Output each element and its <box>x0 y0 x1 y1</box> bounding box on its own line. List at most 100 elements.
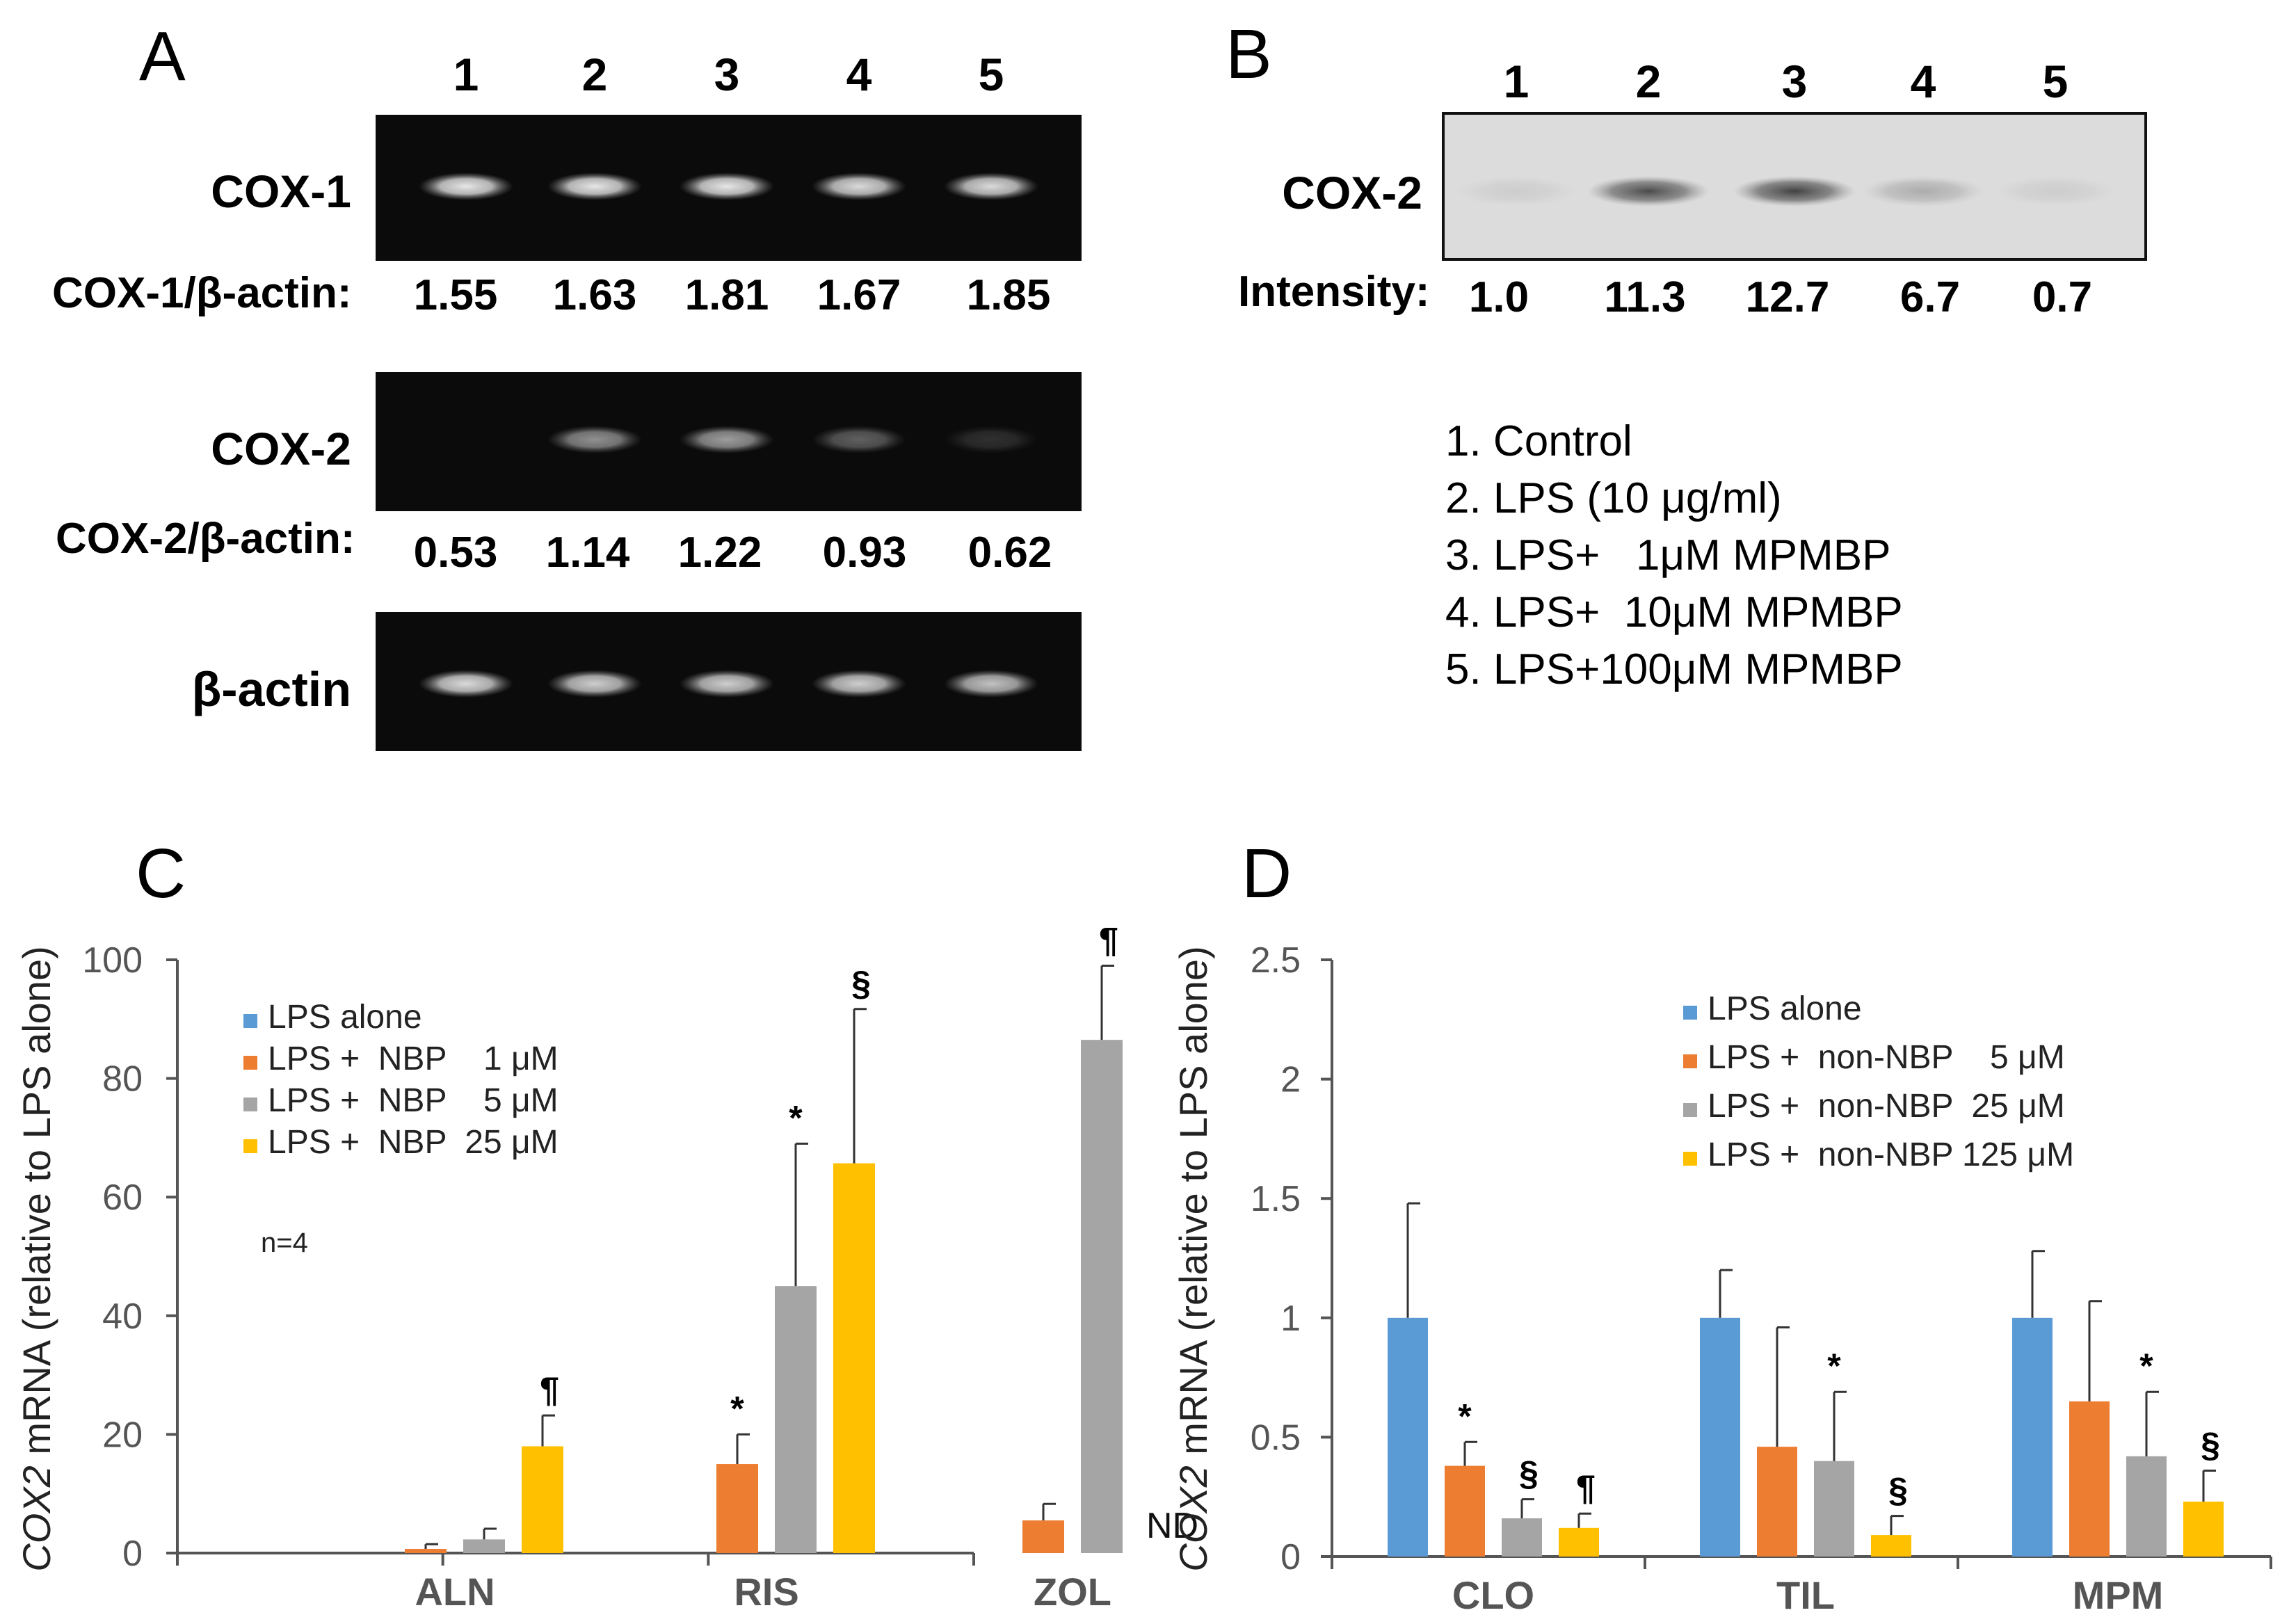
intensity-value: 6.7 <box>1900 273 1960 321</box>
x-category-label: RIS <box>734 1570 798 1614</box>
y-tick-label: 80 <box>102 1059 143 1100</box>
not-detected-label: ND <box>1146 1506 1198 1546</box>
intensity-values: 1.0 11.3 12.7 6.7 0.7 <box>1469 273 2092 321</box>
significance-mark: § <box>851 964 871 1003</box>
western-blot-label: COX-2 <box>1282 167 1422 218</box>
significance-mark: § <box>1888 1471 1908 1510</box>
legend-swatch <box>243 1056 257 1070</box>
blot-band <box>1862 176 1984 207</box>
lane-number: 3 <box>714 49 740 100</box>
gel-band <box>812 172 906 200</box>
y-axis-label-text: mRNA (relative to LPS alone) <box>15 946 58 1465</box>
significance-mark: § <box>2201 1425 2220 1464</box>
y-tick-label: 60 <box>102 1177 143 1218</box>
gel-band <box>812 670 906 698</box>
bar-mpm-series-0 <box>2012 1317 2053 1557</box>
legend-label: LPS + NBP 25 μM <box>268 1124 559 1161</box>
cox2-ratio-value: 0.53 <box>414 529 498 577</box>
significance-mark: * <box>789 1098 803 1137</box>
y-tick-label: 0 <box>122 1534 143 1574</box>
y-tick-label: 2.5 <box>1251 940 1301 981</box>
gel-band <box>944 426 1038 453</box>
intensity-value: 0.7 <box>2032 273 2092 321</box>
significance-mark: * <box>730 1389 744 1428</box>
gel-band <box>419 172 513 200</box>
chart-c: C COX2 mRNA (relative to LPS alone) 0 20 40 6… <box>15 835 1198 1614</box>
gel-band <box>812 426 906 453</box>
legend-line: 2. LPS (10 μg/ml) <box>1445 474 1782 522</box>
bar-til-series-2 <box>1814 1461 1854 1557</box>
bar-ris-series-1 <box>716 1464 758 1553</box>
legend-label: LPS + non-NBP 5 μM <box>1708 1039 2065 1076</box>
y-axis-label-italic: COX2 <box>15 1465 58 1572</box>
y-tick-label: 100 <box>82 940 143 981</box>
significance-mark: * <box>1458 1397 1472 1436</box>
panel-letter: C <box>136 835 186 913</box>
legend-label: LPS alone <box>1708 990 1862 1027</box>
intensity-label: Intensity: <box>1238 268 1430 316</box>
y-axis-label: COX2 mRNA (relative to LPS alone) <box>15 946 58 1571</box>
legend-line: 5. LPS+100μM MPMBP <box>1445 645 1903 693</box>
cox1-ratio-value: 1.55 <box>414 271 498 319</box>
panel-b-letter: B <box>1226 15 1272 93</box>
bar-aln-series-1 <box>405 1549 447 1553</box>
lane-number: 1 <box>1504 56 1529 107</box>
bar-clo-series-3 <box>1559 1527 1599 1557</box>
cox2-ratio-value: 1.14 <box>546 529 630 577</box>
legend-label: LPS + non-NBP 125 μM <box>1708 1136 2074 1173</box>
bar-zol-series-2 <box>1081 1040 1123 1553</box>
x-category-label: ALN <box>415 1570 495 1614</box>
gel-cox2-label: COX-2 <box>211 423 351 474</box>
cox2-ratio-value: 0.93 <box>823 529 907 577</box>
gel-actin-bands <box>419 670 1038 698</box>
y-axis-label: COX2 mRNA (relative to LPS alone) <box>1171 946 1215 1571</box>
intensity-value: 11.3 <box>1604 273 1685 321</box>
bar-clo-series-2 <box>1502 1518 1542 1557</box>
bar-aln-series-2 <box>463 1539 505 1553</box>
legend-label: LPS + non-NBP 25 μM <box>1708 1088 2065 1125</box>
legend-line: 3. LPS+ 1μM MPMBP <box>1445 531 1890 579</box>
y-tick-label: 1 <box>1280 1299 1301 1339</box>
bar-til-series-3 <box>1871 1535 1911 1557</box>
legend-line: 1. Control <box>1445 417 1632 465</box>
blot-band <box>1733 176 1856 207</box>
bar-clo-series-0 <box>1388 1317 1428 1557</box>
gel-cox2-bands <box>547 426 1038 453</box>
gel-band <box>547 670 642 698</box>
legend-swatch <box>243 1098 257 1111</box>
lane-number: 1 <box>453 49 479 100</box>
y-tick-label: 0 <box>1280 1537 1301 1577</box>
legend-swatch <box>1683 1152 1697 1166</box>
y-tick-label: 2 <box>1280 1060 1301 1100</box>
n-label: n=4 <box>261 1228 308 1258</box>
legend-label: LPS + NBP 1 μM <box>268 1040 559 1077</box>
significance-mark: ¶ <box>540 1370 559 1409</box>
blot-band <box>1455 176 1577 207</box>
panel-b-legend: 1. Control 2. LPS (10 μg/ml) 3. LPS+ 1μM M… <box>1445 417 1903 693</box>
bar-mpm-series-2 <box>2126 1456 2167 1557</box>
x-category-label: CLO <box>1452 1573 1534 1617</box>
y-tick-label: 1.5 <box>1251 1179 1301 1219</box>
panel-a-lane-numbers: 1 2 3 4 5 <box>453 49 1004 100</box>
cox1-ratio-value: 1.81 <box>685 271 769 319</box>
x-category-label: MPM <box>2073 1573 2164 1617</box>
lane-number: 2 <box>1636 56 1662 107</box>
cox2-ratios: 0.53 1.14 1.22 0.93 0.62 <box>414 529 1052 577</box>
x-category-label: TIL <box>1776 1573 1835 1617</box>
cox2-ratio-value: 1.22 <box>678 529 762 577</box>
gel-band <box>680 670 774 698</box>
y-tick-label: 40 <box>102 1296 143 1337</box>
bar-ris-series-2 <box>775 1286 817 1553</box>
gel-cox1-bands <box>419 172 1038 200</box>
intensity-value: 12.7 <box>1746 273 1830 321</box>
bar-ris-series-3 <box>833 1163 875 1553</box>
legend-swatch <box>1683 1054 1697 1068</box>
gel-band <box>944 172 1038 200</box>
panel-b-lane-numbers: 1 2 3 4 5 <box>1504 56 2069 107</box>
lane-number: 5 <box>2043 56 2069 107</box>
lane-number: 4 <box>846 49 872 100</box>
cox1-ratio-value: 1.85 <box>967 271 1051 319</box>
gel-actin-label: β-actin <box>192 662 351 716</box>
cox2-ratio-value: 0.62 <box>968 529 1052 577</box>
